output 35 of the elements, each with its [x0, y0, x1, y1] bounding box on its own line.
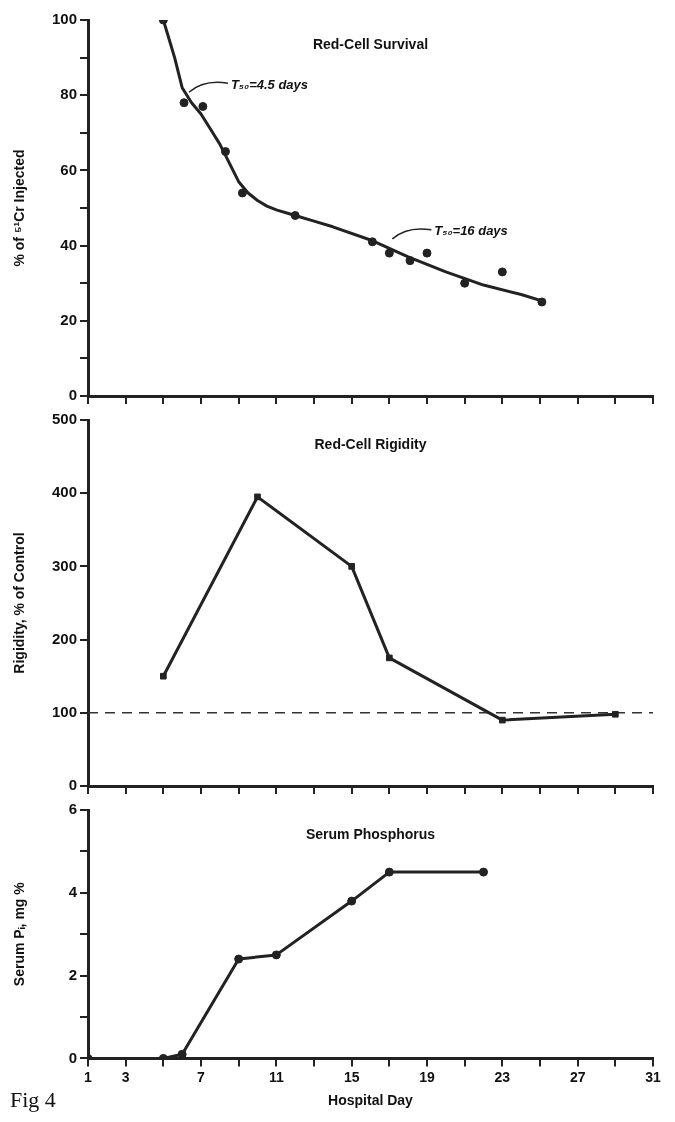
text: Red-Cell Survival [312, 35, 429, 52]
y-tick-label: 300 [51, 556, 77, 574]
y-tick-label: 20 [60, 310, 77, 328]
x-tick-label: 27 [569, 1068, 586, 1085]
y-tick-label: 0 [68, 1048, 77, 1066]
x-tick-label: 11 [268, 1068, 284, 1085]
y-tick-label: 200 [51, 629, 77, 647]
x-tick-label: 3 [121, 1068, 130, 1085]
x-tick-label: 31 [645, 1068, 661, 1085]
y-tick-label: 40 [60, 235, 77, 253]
x-tick-label: 1 [84, 1068, 93, 1085]
y-tick-label: 0 [68, 776, 77, 794]
y-tick-label: 100 [51, 702, 77, 720]
x-tick-label: 23 [494, 1068, 511, 1085]
y-tick-label: 100 [51, 10, 77, 28]
y-tick-label: 4 [68, 882, 78, 900]
y-tick-label: 60 [60, 160, 77, 178]
y-tick-label: 400 [51, 483, 77, 501]
caption: Fig 4 [10, 1086, 56, 1112]
y-tick-label: 500 [51, 410, 77, 428]
text: Serum Phosphorus [305, 825, 436, 842]
y-axis-title: Serum Pᵢ, mg % [11, 881, 28, 987]
x-tick-label: 7 [197, 1068, 206, 1085]
annotation: T₅₀=4.5 days [230, 76, 309, 92]
y-axis-title: % of ⁵¹Cr Injected [11, 149, 28, 267]
y-tick-label: 6 [68, 800, 77, 818]
y-tick-label: 2 [68, 965, 77, 983]
y-tick-label: 80 [60, 85, 77, 103]
x-tick-label: 19 [419, 1068, 435, 1085]
y-axis-title: Rigidity, % of Control [11, 532, 28, 674]
text: Red-Cell Rigidity [314, 435, 427, 452]
annotation: T₅₀=16 days [434, 223, 508, 239]
x-axis-title: Hospital Day [328, 1092, 414, 1109]
y-tick-label: 0 [68, 386, 77, 404]
x-tick-label: 15 [343, 1068, 360, 1085]
